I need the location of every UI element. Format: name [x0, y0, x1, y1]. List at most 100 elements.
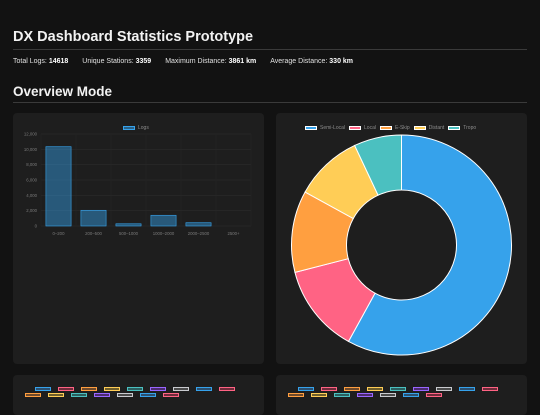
legend-item-e-skip[interactable]: E-Skip — [379, 125, 410, 131]
mini-swatch — [357, 393, 373, 397]
mini-legend-item[interactable] — [288, 387, 316, 391]
mini-swatch — [321, 387, 337, 391]
bar-chart-panel: Logs 0 2,000 4,000 6,000 8,000 10,000 12,000 0–… — [13, 113, 264, 364]
x-tick-label: 500–1000 — [119, 231, 139, 236]
mini-legend-item[interactable] — [426, 393, 444, 397]
doughnut-slice[interactable] — [353, 134, 402, 196]
doughnut-slice[interactable] — [347, 134, 512, 356]
mini-legend-item[interactable] — [25, 387, 53, 391]
mini-legend-item[interactable] — [58, 387, 76, 391]
stat-avg-distance: Average Distance: 330 km — [270, 58, 353, 65]
legend-label: E-Skip — [394, 125, 410, 131]
mini-legend-item[interactable] — [436, 387, 454, 391]
x-tick-label: 200–500 — [85, 231, 102, 236]
mini-swatch — [117, 393, 133, 397]
lower-left-legend — [25, 387, 255, 397]
x-tick-label: 2000–2500 — [188, 231, 210, 236]
legend-item-tropo[interactable]: Tropo — [448, 125, 476, 131]
bar[interactable] — [80, 209, 107, 227]
legend-label: Tropo — [463, 125, 477, 131]
mini-swatch — [413, 387, 429, 391]
mini-legend-item[interactable] — [288, 393, 306, 397]
mini-legend-item[interactable] — [403, 393, 421, 397]
stat-value: 330 km — [329, 58, 354, 65]
legend-label: Distant — [428, 125, 445, 131]
mini-swatch — [150, 387, 166, 391]
mini-legend-item[interactable] — [344, 387, 362, 391]
mini-legend-item[interactable] — [413, 387, 431, 391]
legend-swatch — [349, 126, 362, 130]
mini-legend-item[interactable] — [390, 387, 408, 391]
mini-legend-item[interactable] — [81, 387, 99, 391]
mini-legend-item[interactable] — [140, 393, 158, 397]
mini-legend-item[interactable] — [459, 387, 477, 391]
legend-item-logs[interactable]: Logs — [123, 125, 149, 131]
stat-label: Average Distance: — [270, 58, 328, 65]
legend-swatch — [123, 126, 135, 130]
mini-swatch — [482, 387, 498, 391]
legend-swatch — [448, 126, 461, 130]
mini-legend-item[interactable] — [71, 393, 89, 397]
mini-swatch — [163, 393, 179, 397]
mini-legend-item[interactable] — [196, 387, 214, 391]
mini-legend-item[interactable] — [173, 387, 191, 391]
mini-legend-item[interactable] — [321, 387, 339, 391]
bar-chart-legend: Logs — [123, 125, 153, 131]
mini-legend-item[interactable] — [48, 393, 66, 397]
legend-item-distant[interactable]: Distant — [413, 125, 445, 131]
y-tick-label: 2,000 — [26, 208, 37, 213]
stat-label: Unique Stations: — [82, 58, 134, 65]
bar[interactable] — [45, 146, 72, 227]
x-tick-label: 0–200 — [53, 231, 66, 236]
mini-swatch — [219, 387, 235, 391]
mini-swatch — [127, 387, 143, 391]
stat-label: Maximum Distance: — [165, 58, 227, 65]
mini-legend-item[interactable] — [150, 387, 168, 391]
bar[interactable] — [115, 223, 142, 227]
y-tick-label: 6,000 — [26, 178, 37, 183]
mini-legend-item[interactable] — [380, 393, 398, 397]
lower-left-panel — [13, 375, 264, 415]
legend-label: Semi-Local — [320, 125, 346, 131]
doughnut-chart-legend: Semi-Local Local E-Skip Distant Tropo — [305, 125, 480, 131]
mini-swatch — [35, 387, 51, 391]
mini-swatch — [104, 387, 120, 391]
y-tick-label: 0 — [35, 224, 38, 229]
mini-legend-item[interactable] — [219, 387, 237, 391]
mini-swatch — [403, 393, 419, 397]
mini-swatch — [298, 387, 314, 391]
mini-legend-item[interactable] — [25, 393, 43, 397]
mini-legend-item[interactable] — [311, 393, 329, 397]
mini-legend-item[interactable] — [334, 393, 352, 397]
mini-swatch — [380, 393, 396, 397]
mini-legend-item[interactable] — [367, 387, 385, 391]
legend-item-local[interactable]: Local — [349, 125, 376, 131]
mini-legend-item[interactable] — [104, 387, 122, 391]
bar[interactable] — [185, 222, 212, 227]
mini-legend-item[interactable] — [482, 387, 500, 391]
mini-legend-item[interactable] — [127, 387, 145, 391]
mini-swatch — [426, 393, 442, 397]
bar[interactable] — [150, 214, 177, 227]
mini-swatch — [367, 387, 383, 391]
legend-swatch — [379, 126, 392, 130]
x-tick-label: 1000–2000 — [153, 231, 175, 236]
mini-swatch — [196, 387, 212, 391]
mini-legend-item[interactable] — [117, 393, 135, 397]
mini-swatch — [334, 393, 350, 397]
stat-max-distance: Maximum Distance: 3861 km — [165, 58, 256, 65]
legend-swatch — [305, 126, 317, 130]
mini-swatch — [25, 393, 41, 397]
stat-value: 3861 km — [228, 58, 257, 65]
legend-item-semi-local[interactable]: Semi-Local — [305, 125, 345, 131]
mini-swatch — [94, 393, 110, 397]
section-title: Overview Mode — [13, 84, 113, 99]
mini-legend-item[interactable] — [357, 393, 375, 397]
mini-swatch — [173, 387, 189, 391]
mini-swatch — [436, 387, 452, 391]
title-divider — [13, 49, 527, 50]
mini-swatch — [71, 393, 87, 397]
doughnut-chart-panel: Semi-Local Local E-Skip Distant Tropo — [276, 113, 527, 364]
mini-legend-item[interactable] — [94, 393, 112, 397]
mini-legend-item[interactable] — [163, 393, 181, 397]
